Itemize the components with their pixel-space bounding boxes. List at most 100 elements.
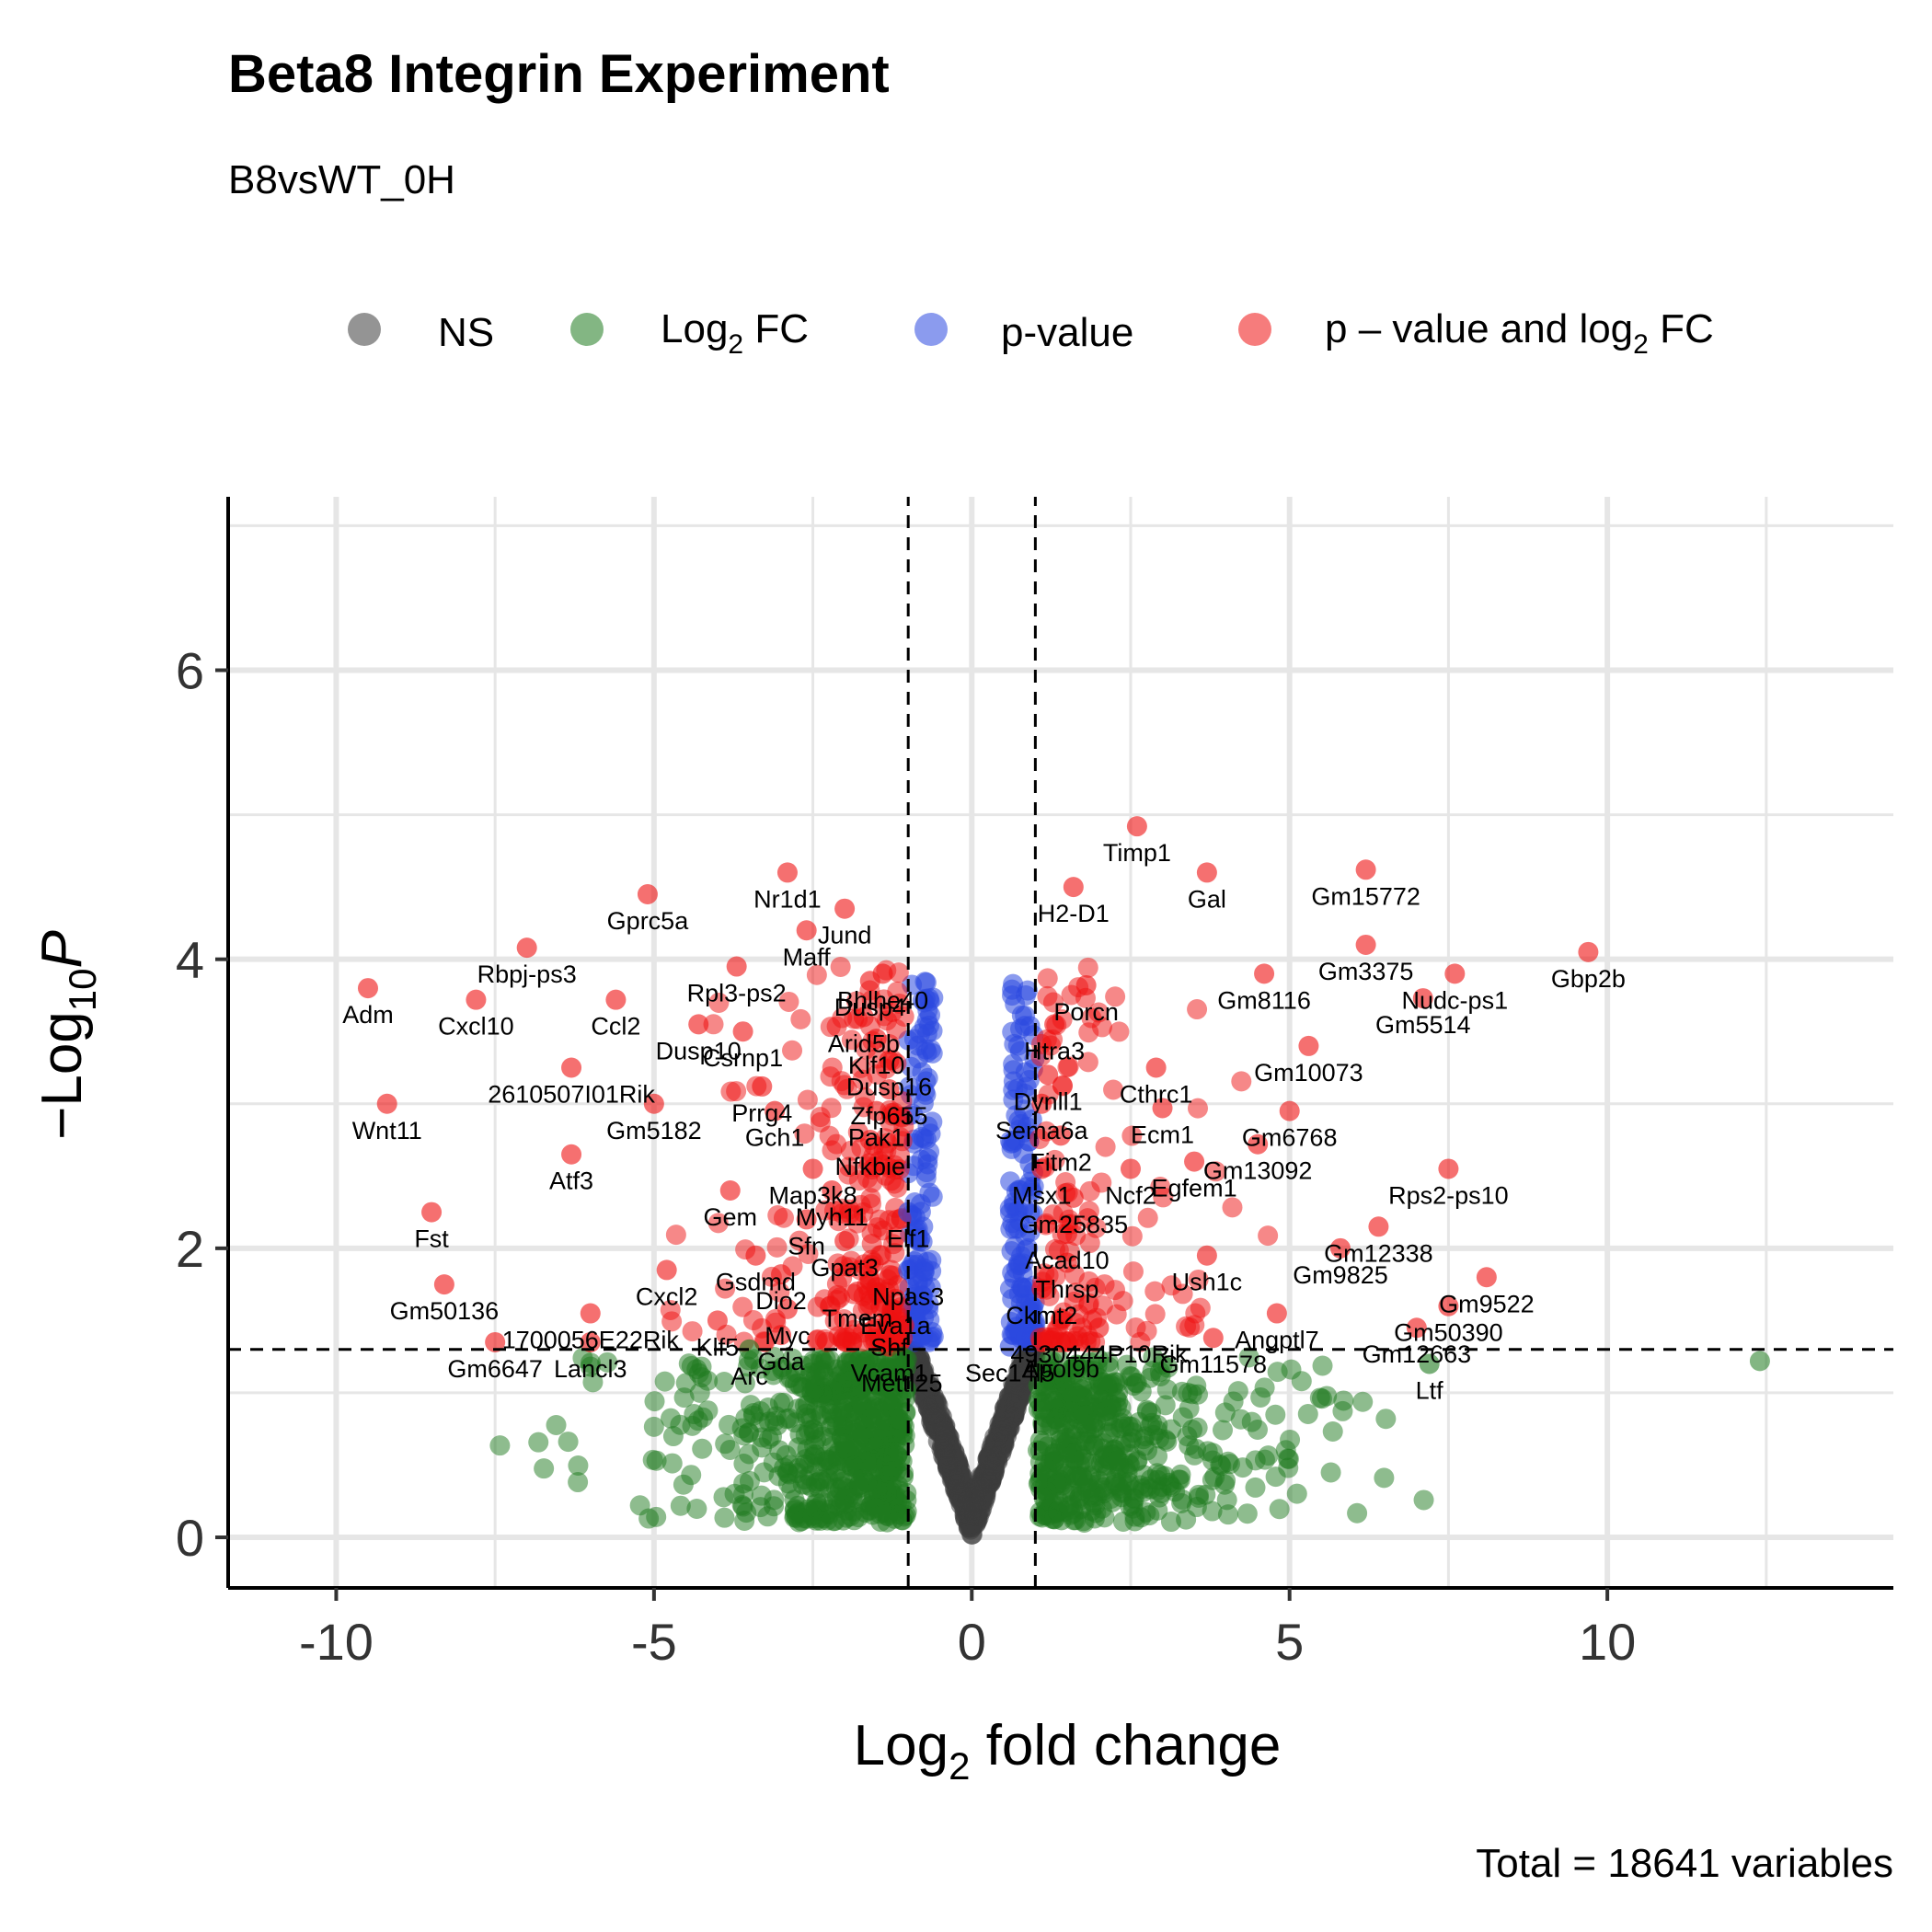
legend-label-pfc-rest: FC [1649, 306, 1714, 351]
gene-point [885, 1288, 906, 1309]
legend: NS Log2 FC p-value p – value and log2 FC [348, 306, 1714, 360]
data-point [1278, 1448, 1299, 1469]
gene-point [726, 956, 747, 977]
data-point [886, 1018, 907, 1040]
data-point [1187, 1417, 1208, 1438]
x-tick-label: 10 [1579, 1613, 1636, 1671]
legend-label-p: p-value [1001, 310, 1133, 355]
gene-point [1196, 862, 1217, 883]
data-point [845, 991, 867, 1012]
data-point [1227, 1381, 1248, 1402]
gene-label: Myc [765, 1322, 811, 1350]
data-point [912, 990, 933, 1011]
gene-label: Gm13092 [1203, 1157, 1313, 1185]
y-tick-label: 0 [176, 1509, 204, 1567]
data-point [834, 1075, 855, 1096]
legend-key-fc [570, 313, 604, 346]
gene-point [879, 1310, 900, 1331]
data-point [1213, 1420, 1234, 1441]
data-point [582, 1372, 604, 1393]
gene-label: Gch1 [745, 1124, 805, 1152]
data-point [915, 972, 937, 993]
data-point [1052, 1075, 1074, 1097]
data-point [644, 1391, 665, 1412]
data-point [840, 1506, 861, 1527]
gene-point [561, 1144, 582, 1165]
data-point [1153, 1187, 1174, 1208]
data-point [1205, 1161, 1226, 1182]
gene-label: Myh11 [796, 1203, 868, 1231]
data-point [766, 1236, 788, 1258]
data-point [1137, 1401, 1158, 1422]
gene-label: Bhlhe40 [837, 986, 928, 1014]
data-point [829, 1479, 850, 1501]
data-point [1008, 1179, 1029, 1201]
gene-label: Prrg4 [731, 1099, 792, 1127]
gene-label: Dusp16 [846, 1074, 932, 1101]
legend-key-ns [348, 313, 381, 346]
gene-label: Cxcl10 [438, 1013, 514, 1041]
gene-point [1184, 1151, 1205, 1172]
data-point [1003, 1089, 1024, 1110]
gene-point [834, 898, 856, 919]
data-point [839, 1257, 860, 1278]
gene-label: Fitm2 [1029, 1148, 1092, 1176]
x-tick-label: 5 [1275, 1613, 1304, 1671]
data-point [1072, 1467, 1093, 1489]
data-point [580, 1356, 601, 1377]
gene-label: Gm15772 [1311, 882, 1420, 910]
gene-label: Sfn [788, 1232, 825, 1259]
data-point [708, 992, 730, 1013]
data-point [1269, 1499, 1290, 1520]
gene-point [745, 1245, 766, 1266]
gene-point [1196, 1245, 1217, 1266]
gene-label: Csrnp1 [703, 1044, 783, 1072]
data-point [926, 1403, 947, 1424]
data-point [714, 1507, 735, 1528]
gene-label: Gbp2b [1551, 965, 1626, 993]
gene-label: Acad10 [1025, 1247, 1110, 1274]
gene-label: Gm9522 [1439, 1290, 1535, 1317]
data-point [1118, 1416, 1139, 1437]
data-point [904, 1221, 926, 1242]
data-point [853, 1202, 874, 1223]
gene-label: Gsdmd [716, 1269, 796, 1296]
legend-label-fc: Log2 FC [661, 306, 809, 360]
data-point [1322, 1420, 1343, 1442]
data-point [742, 1405, 764, 1426]
data-point [715, 1278, 736, 1299]
gene-label: Egfem1 [1152, 1175, 1237, 1202]
data-point [804, 1443, 825, 1465]
gene-label: Nudc-ps1 [1402, 986, 1509, 1014]
data-point [1057, 1057, 1078, 1078]
x-axis-title-sub: 2 [949, 1744, 970, 1788]
data-point [661, 1453, 683, 1474]
data-point [933, 1439, 954, 1460]
gene-label: Porcn [1053, 998, 1119, 1026]
data-point [949, 1466, 970, 1487]
gene-point [1406, 1317, 1427, 1339]
data-point [769, 1282, 790, 1303]
gene-point [1438, 1158, 1459, 1179]
gene-point [1419, 1353, 1440, 1374]
chart-title: Beta8 Integrin Experiment [228, 44, 890, 104]
data-point [597, 1351, 618, 1373]
gene-label: Rbpj-ps3 [477, 960, 577, 988]
gene-point [707, 1310, 728, 1331]
data-point [682, 1321, 703, 1342]
gene-point [1051, 1331, 1071, 1352]
data-point [752, 1427, 773, 1448]
data-point [888, 962, 909, 983]
data-point [734, 1373, 755, 1394]
gene-point [802, 1158, 823, 1179]
data-point [1122, 1261, 1144, 1282]
gene-label: 4930444P10Rik [1010, 1340, 1188, 1368]
data-point [1238, 1347, 1259, 1368]
gene-label: Ncf2 [1105, 1181, 1156, 1209]
gene-label: Arc [730, 1363, 768, 1390]
gene-label: Timp1 [1103, 839, 1171, 867]
data-point [1280, 1429, 1301, 1450]
data-point [1186, 1375, 1207, 1397]
data-point [1077, 1052, 1098, 1073]
legend-label-fc-rest: FC [743, 306, 809, 351]
